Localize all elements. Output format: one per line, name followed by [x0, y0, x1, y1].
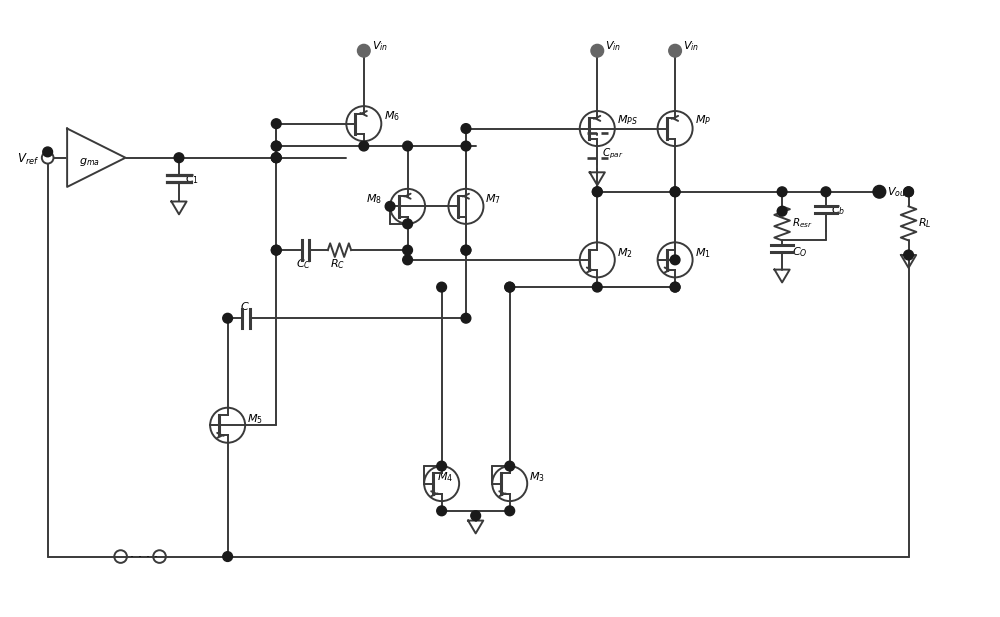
Circle shape [271, 141, 281, 151]
Circle shape [592, 187, 602, 197]
Circle shape [670, 282, 680, 292]
Text: $M_3$: $M_3$ [529, 471, 545, 484]
Circle shape [357, 44, 370, 57]
Circle shape [669, 44, 681, 57]
Circle shape [873, 186, 886, 198]
Circle shape [505, 462, 515, 471]
Text: $V_{in}$: $V_{in}$ [605, 39, 621, 52]
Text: $C$: $C$ [240, 300, 250, 312]
Text: · · · ·: · · · · [130, 551, 158, 564]
Circle shape [591, 44, 604, 57]
Circle shape [461, 246, 471, 255]
Circle shape [403, 141, 412, 151]
Circle shape [223, 313, 232, 323]
Text: $M_8$: $M_8$ [366, 193, 382, 206]
Circle shape [670, 255, 680, 265]
Text: $R_{esr}$: $R_{esr}$ [792, 217, 813, 230]
Text: $g_{ma}$: $g_{ma}$ [79, 156, 100, 168]
Text: $M_{PS}$: $M_{PS}$ [617, 114, 638, 128]
Circle shape [461, 123, 471, 133]
Text: $C_O$: $C_O$ [792, 245, 807, 259]
Circle shape [271, 141, 281, 151]
Text: $R_C$: $R_C$ [330, 258, 345, 271]
Text: $R_L$: $R_L$ [918, 216, 932, 230]
Circle shape [461, 246, 471, 255]
Circle shape [592, 187, 602, 197]
Text: $V_{in}$: $V_{in}$ [683, 39, 699, 52]
Circle shape [904, 187, 913, 197]
Circle shape [403, 246, 412, 255]
Circle shape [174, 153, 184, 163]
Text: $V_{in}$: $V_{in}$ [372, 39, 388, 52]
Text: $C_b$: $C_b$ [831, 203, 845, 217]
Circle shape [505, 282, 515, 292]
Circle shape [437, 282, 446, 292]
Text: $M_1$: $M_1$ [695, 246, 710, 260]
Circle shape [271, 153, 281, 163]
Text: $M_6$: $M_6$ [384, 109, 400, 123]
Text: $V_{ref}$: $V_{ref}$ [17, 152, 39, 167]
Circle shape [505, 282, 515, 292]
Circle shape [904, 187, 913, 197]
Circle shape [271, 246, 281, 255]
Circle shape [670, 187, 680, 197]
Polygon shape [67, 128, 125, 187]
Text: $C_1$: $C_1$ [185, 172, 199, 186]
Circle shape [359, 141, 369, 151]
Text: $M_5$: $M_5$ [247, 412, 263, 426]
Text: $M_7$: $M_7$ [485, 193, 501, 206]
Circle shape [271, 246, 281, 255]
Circle shape [505, 506, 515, 516]
Text: $M_P$: $M_P$ [695, 114, 711, 128]
Circle shape [385, 202, 395, 211]
Circle shape [271, 119, 281, 128]
Circle shape [461, 313, 471, 323]
Text: $M_2$: $M_2$ [617, 246, 632, 260]
Text: $C_{par}$: $C_{par}$ [602, 146, 624, 160]
Circle shape [437, 506, 446, 516]
Circle shape [592, 282, 602, 292]
Circle shape [777, 206, 787, 216]
Circle shape [461, 141, 471, 151]
Circle shape [670, 187, 680, 197]
Circle shape [821, 187, 831, 197]
Circle shape [403, 219, 412, 229]
Circle shape [223, 552, 232, 561]
Circle shape [43, 147, 53, 157]
Text: $V_{out}$: $V_{out}$ [887, 186, 910, 199]
Circle shape [670, 282, 680, 292]
Circle shape [471, 511, 481, 521]
Circle shape [403, 255, 412, 265]
Circle shape [437, 462, 446, 471]
Circle shape [777, 187, 787, 197]
Text: $M_4$: $M_4$ [437, 471, 453, 484]
Text: $C_C$: $C_C$ [296, 258, 311, 271]
Circle shape [904, 250, 913, 260]
Circle shape [271, 153, 281, 163]
Circle shape [271, 153, 281, 163]
